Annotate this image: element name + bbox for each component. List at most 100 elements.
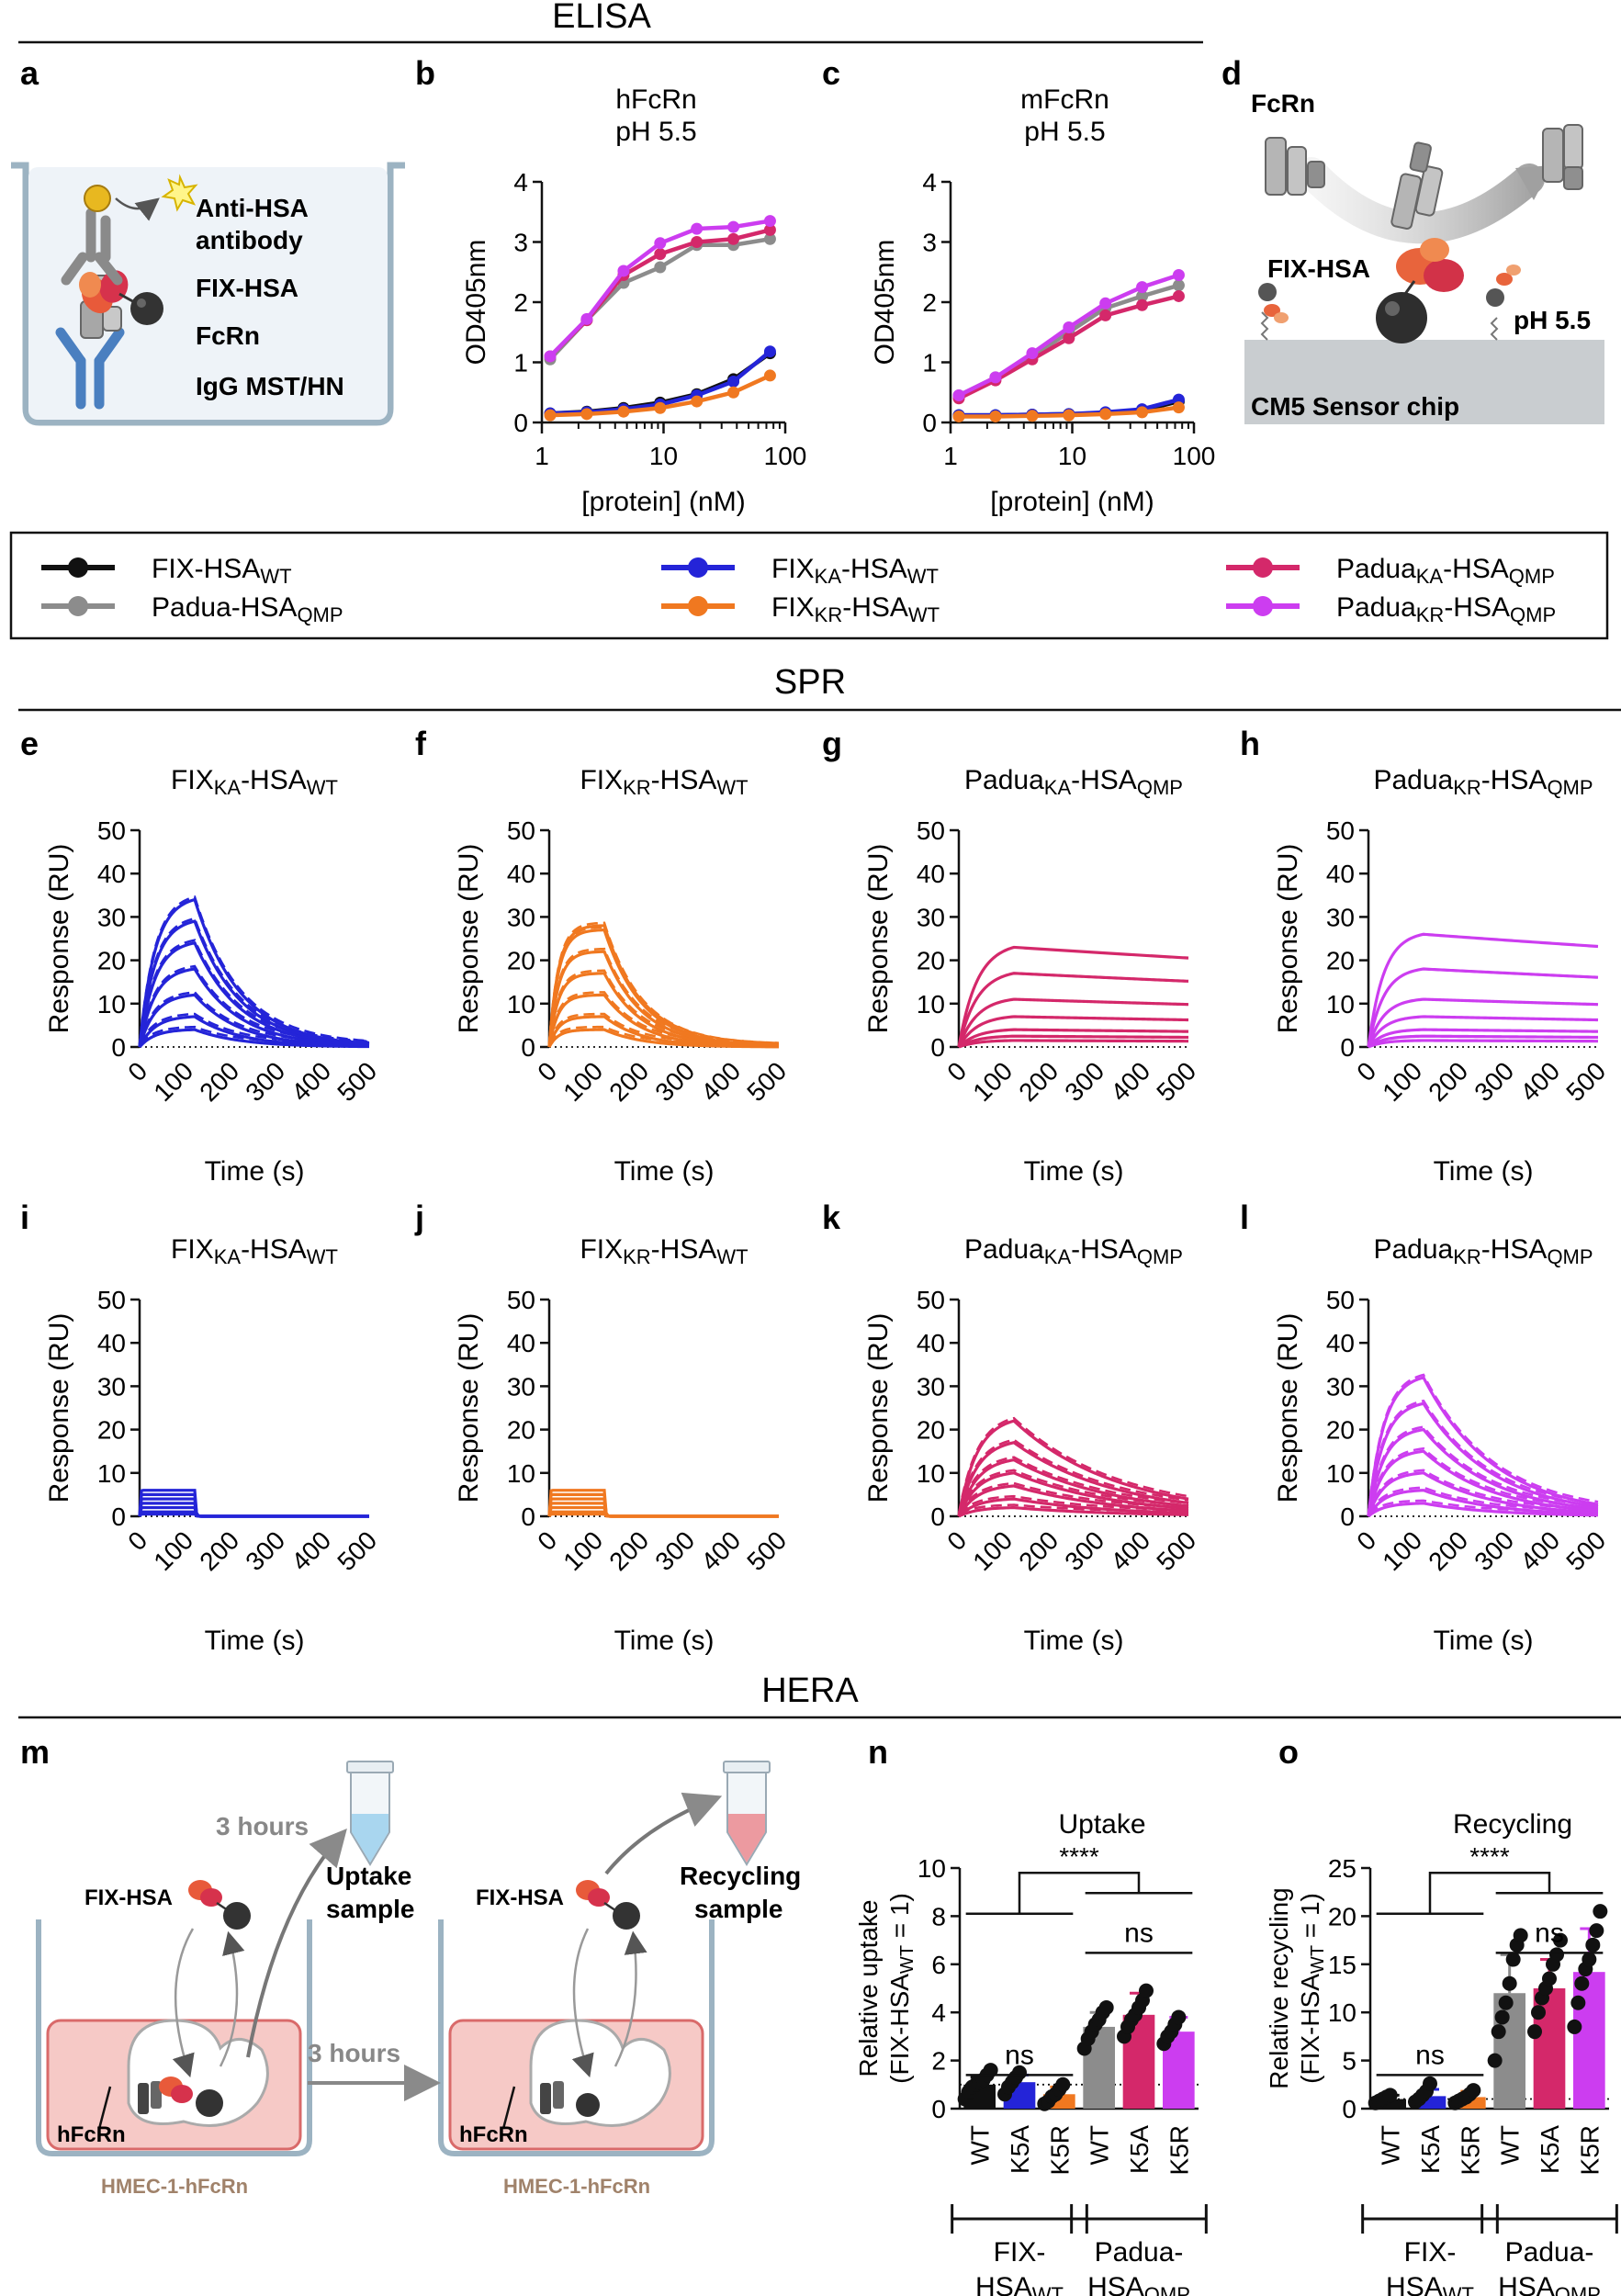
point-Padua_KA [691, 236, 704, 248]
chart-recycling: 0 5 10 15 20 25 Recycling Relative recycling (FI… [1265, 1809, 1618, 2296]
point-Padua_KR [580, 312, 593, 325]
y-tick-label-n: 10 [917, 1854, 946, 1883]
x-tick-label-j: 0 [532, 1525, 562, 1556]
chart-title-f-part: -HSA [651, 765, 717, 795]
y-tick-label-e: 30 [97, 903, 126, 931]
chart-title-k: PaduaKA-HSAQMP [964, 1234, 1183, 1268]
legend-label-Padua_KR-sub: QMP [1510, 603, 1556, 626]
point-FIX_KR [952, 410, 965, 422]
point-FIX_KA [727, 375, 740, 388]
sensorgram-fit-k [957, 1469, 1189, 1514]
x-label-e: Time (s) [205, 1156, 305, 1187]
chart-title-k-sub: KA [1044, 1245, 1072, 1268]
chart-title-g-sub: KA [1044, 776, 1072, 799]
label-3-hours-top: 3 hours [216, 1812, 309, 1840]
legend-label-Padua_KA-sub: QMP [1509, 565, 1555, 588]
x-tick-label-i: 400 [286, 1525, 336, 1576]
hfcrn-pointer-left [97, 2086, 112, 2130]
data-point-K5R [1567, 2019, 1582, 2034]
data-point-WT [1498, 1995, 1514, 2010]
x-tick-label-l: 500 [1560, 1525, 1611, 1576]
y-tick-label-b: 3 [513, 229, 528, 257]
y-tick-label-l: 30 [1326, 1372, 1355, 1401]
panel-a-schematic: Anti-HSA antibody FIX-HSA FcRn IgG MST/H… [11, 162, 405, 426]
sensorgram-fit-f [547, 969, 780, 1045]
x-tick-label-e: 500 [332, 1056, 382, 1107]
bar-WT [1493, 1993, 1525, 2109]
data-point-K5R [1574, 1975, 1590, 1991]
sensorgram-curve-g [957, 1028, 1189, 1049]
sensorgram-fit-k [958, 1494, 1189, 1514]
point-Padua_QMP [1136, 289, 1149, 302]
sensorgram-curve-k [957, 1484, 1189, 1517]
y-tick-label-g: 20 [917, 947, 945, 975]
chart-title-f-sub: KR [623, 776, 651, 799]
point-Padua_KR [1099, 297, 1112, 310]
y-tick-label-j: 50 [507, 1286, 535, 1314]
group-label-line1: FIX- [1404, 2237, 1457, 2268]
x-label-b: [protein] (nM) [581, 487, 745, 517]
label-fcrn: FcRn [196, 321, 260, 350]
legend-box [9, 531, 1609, 640]
panel-letter-h: h [1240, 725, 1260, 762]
well-left [36, 1828, 347, 2156]
x-tick-label-g: 400 [1105, 1056, 1155, 1107]
group-label-line2: HSAWT [1386, 2272, 1474, 2296]
x-tick-label-i: 300 [240, 1525, 290, 1576]
chart-title-o: Recycling [1453, 1809, 1572, 1840]
y-label-e: Response (RU) [44, 844, 74, 1034]
fcrn-icon-d-middle [1390, 141, 1444, 230]
legend-label-Padua_QMP: Padua-HSAQMP [152, 592, 343, 626]
uptake-arrow-icon [172, 1928, 195, 2078]
y-label-line1: Relative recycling [1265, 1887, 1293, 2088]
legend-label-Padua_KR: PaduaKR-HSAQMP [1336, 592, 1556, 626]
y-tick-label-l: 0 [1340, 1503, 1355, 1531]
y-tick-label-i: 30 [97, 1372, 126, 1401]
y-tick-label-b: 1 [513, 349, 528, 377]
y-tick-label-f: 40 [507, 860, 535, 888]
sensorgram-fit-e [138, 939, 370, 1045]
data-point-K5R [1589, 1923, 1604, 1939]
x-tick-label-h: 500 [1560, 1056, 1611, 1107]
group-label-line2-sub: WT [1032, 2283, 1064, 2296]
legend-label-FIX_KR-sub: WT [908, 603, 940, 626]
fixhsa-icon-d [1376, 238, 1464, 343]
group-label-line2-part: HSA [1087, 2272, 1144, 2296]
chart-title-k-sub: QMP [1137, 1245, 1183, 1268]
recycling-tube-icon [723, 1761, 771, 1866]
data-point-WT [1494, 2009, 1510, 2025]
group-label-line2-sub: WT [1443, 2283, 1474, 2296]
y-label-l: Response (RU) [1273, 1313, 1303, 1503]
panel-m-labels: 3 hours Uptake sample FIX-HSA FIX-HSA Re… [57, 1812, 801, 2198]
y-label-h: Response (RU) [1273, 844, 1303, 1034]
chart-title-n: Uptake [1058, 1809, 1145, 1840]
chart-title-e: FIXKA-HSAWT [171, 765, 338, 799]
group-label-line2: HSAQMP [1498, 2272, 1601, 2296]
group-label-line1: FIX- [994, 2237, 1046, 2268]
x-tick-label-n: WT [966, 2125, 995, 2166]
y-tick-label-i: 40 [97, 1329, 126, 1357]
group-label-line2-sub: QMP [1555, 2283, 1601, 2296]
y-tick-label-f: 20 [507, 947, 535, 975]
chart-title-h-sub: QMP [1547, 776, 1593, 799]
y-tick-label-j: 30 [507, 1372, 535, 1401]
point-FIX_KR [654, 401, 667, 414]
legend-marker-FIX_KR [688, 596, 708, 616]
section-title-spr: SPR [774, 663, 846, 702]
data-point-WT [1098, 1999, 1114, 2015]
x-label-f: Time (s) [614, 1156, 715, 1187]
legend-label-Padua_KR-part: -HSA [1444, 592, 1510, 623]
sensorgram-curve-g [957, 972, 1189, 1048]
x-tick-label-f: 400 [695, 1056, 746, 1107]
chart-title-h-sub: KR [1453, 776, 1481, 799]
x-tick-label-f: 0 [532, 1056, 562, 1086]
immobilized-fixhsa-small-left [1258, 283, 1289, 341]
point-FIX_KR [763, 369, 776, 382]
group-label-line2: HSAQMP [1087, 2272, 1190, 2296]
point-Padua_KR [989, 371, 1002, 384]
